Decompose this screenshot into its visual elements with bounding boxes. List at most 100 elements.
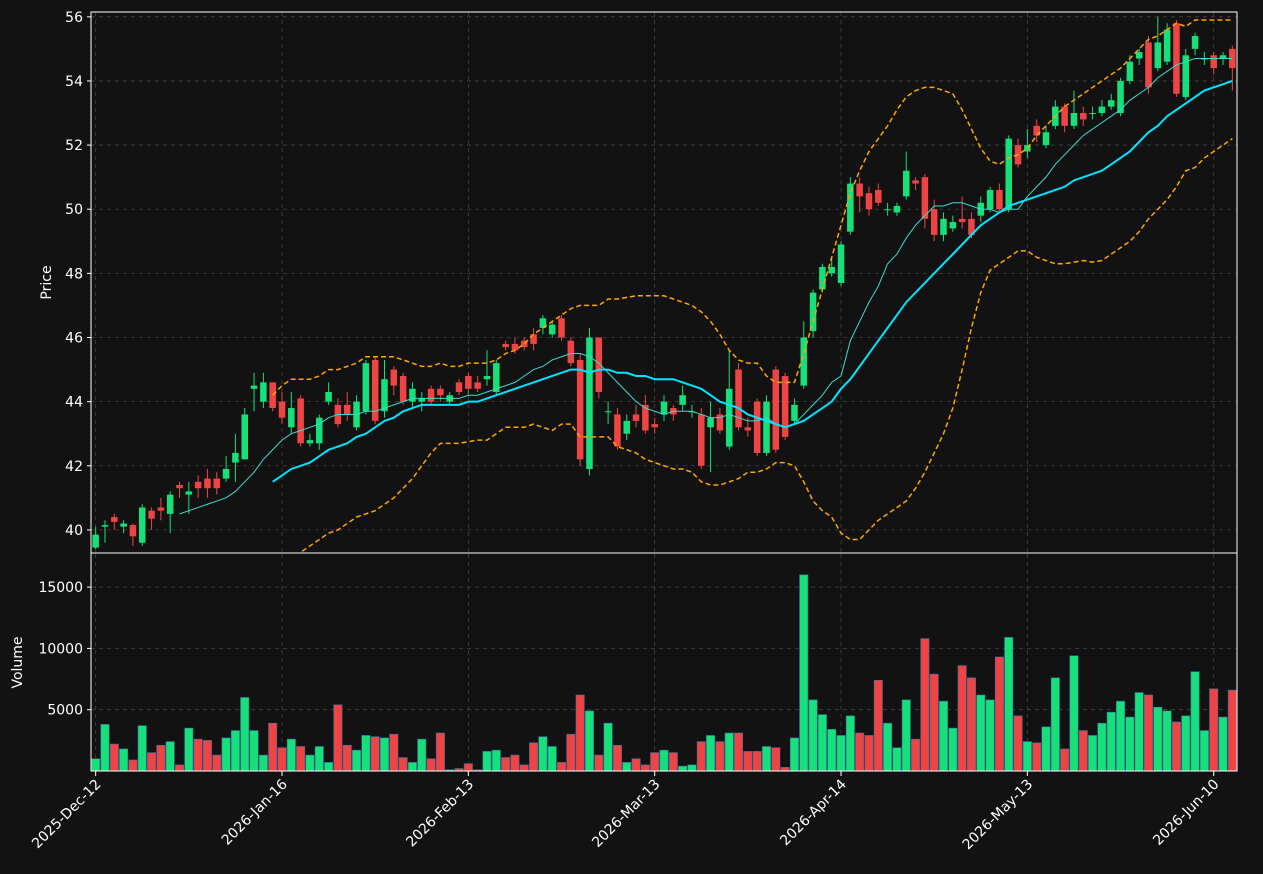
y-tick-label: 48 [65, 266, 83, 282]
volume-bar [510, 754, 520, 772]
candle-body [390, 369, 398, 386]
candle-body [129, 525, 137, 537]
volume-bar [575, 694, 585, 772]
volume-bar [463, 763, 473, 772]
volume-bar [296, 746, 306, 772]
candle-body [1135, 52, 1143, 59]
candle-body [725, 388, 733, 447]
candle-body [968, 218, 975, 235]
candle-body [427, 388, 435, 402]
volume-bar [594, 754, 604, 772]
candle-body [679, 395, 686, 405]
y-tick-label: 15000 [38, 580, 83, 596]
volume-bar [584, 710, 594, 772]
candle-body [1070, 113, 1078, 126]
candle-body [1229, 48, 1236, 69]
volume-bar [696, 741, 706, 772]
candle-body [232, 452, 239, 463]
candle-body [604, 411, 612, 413]
volume-bar [352, 749, 362, 772]
volume-bar [268, 722, 278, 772]
candle-body [744, 427, 752, 431]
volume-bar [324, 762, 334, 772]
volume-bar [911, 738, 921, 772]
candle-body [753, 401, 761, 453]
volume-bar [342, 744, 352, 772]
volume-bar [491, 749, 501, 772]
volume-bar [631, 758, 641, 772]
indicator-line [272, 80, 1233, 483]
candle-body [623, 420, 630, 434]
candle-body [632, 414, 640, 421]
candle-body [409, 388, 416, 402]
y-tick-label: 42 [65, 459, 83, 475]
volume-bar [724, 732, 734, 772]
candle-body [474, 382, 481, 389]
volume-bar [109, 743, 119, 772]
volume-bar [240, 697, 250, 772]
candle-body [362, 363, 370, 412]
candle-body [1024, 145, 1031, 152]
candle-body [595, 337, 603, 393]
volume-bar [799, 574, 809, 772]
volume-bar [193, 738, 203, 772]
volume-bar [314, 746, 324, 772]
volume-bar [379, 737, 389, 772]
candle-body [707, 417, 714, 428]
volume-bar [1106, 711, 1116, 772]
y-axis-label: Price [39, 265, 55, 299]
volume-bar [1209, 688, 1219, 772]
volume-bar [659, 749, 669, 772]
candle-body [120, 523, 127, 527]
volume-bar [855, 732, 865, 772]
candle-body [986, 189, 994, 210]
candle-body [148, 510, 155, 519]
volume-bar [883, 722, 893, 772]
volume-bar [501, 757, 511, 772]
volume-bar [1153, 706, 1163, 772]
candle-body [194, 481, 202, 489]
volume-bar [1181, 715, 1191, 772]
volume-bar [370, 736, 380, 772]
volume-bar [547, 746, 557, 772]
candle-body [213, 478, 221, 489]
volume-bar [249, 730, 259, 772]
candle-body [781, 375, 789, 437]
volume-bar [202, 740, 212, 772]
volume-bar [966, 677, 976, 772]
candle-body [483, 375, 491, 380]
volume-bar [1143, 694, 1153, 772]
candle-body [1210, 55, 1217, 69]
volume-bar [650, 752, 660, 772]
plot-area [92, 16, 1236, 553]
y-tick-label: 44 [65, 395, 83, 411]
volume-bar [734, 732, 744, 772]
candle-body [176, 485, 183, 489]
y-tick-label: 56 [65, 10, 83, 26]
candle-body [567, 340, 575, 364]
volume-bar [482, 751, 492, 772]
candle-body [297, 398, 304, 444]
volume-bar [137, 725, 147, 772]
candle-body [800, 337, 808, 386]
candle-body [539, 318, 547, 328]
candle-body [1145, 42, 1152, 88]
volume-bar [771, 747, 781, 772]
volume-bar [678, 765, 688, 772]
volume-bar [1032, 742, 1042, 772]
volume-bar [147, 752, 157, 772]
volume-bar [957, 665, 967, 772]
volume-bar [184, 727, 194, 772]
volume-bar [743, 751, 753, 772]
volume-bar [1171, 721, 1181, 772]
candle-body [996, 189, 1003, 210]
candle-body [241, 414, 248, 460]
candle-body [912, 180, 919, 184]
volume-bar [1013, 715, 1023, 772]
volume-bar [687, 764, 697, 772]
volume-bar [417, 738, 427, 772]
indicator-line [272, 19, 1233, 396]
y-axis-label: Volume [10, 636, 26, 688]
volume-bar [258, 754, 268, 772]
